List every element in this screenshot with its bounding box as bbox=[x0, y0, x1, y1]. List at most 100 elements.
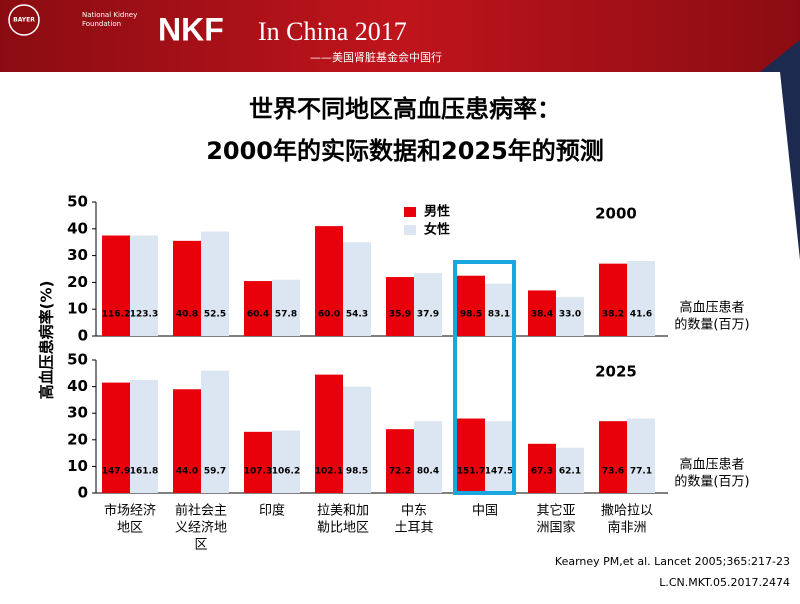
y-tick-label: 0 bbox=[78, 484, 88, 502]
brand: NKF bbox=[158, 11, 224, 47]
count-label: 73.6 bbox=[602, 467, 624, 477]
bar bbox=[272, 430, 300, 493]
bar bbox=[599, 421, 627, 493]
count-label: 106.2 bbox=[272, 467, 300, 477]
count-label: 151.7 bbox=[457, 467, 485, 477]
bar bbox=[315, 226, 343, 336]
x-tick-label: 南非洲 bbox=[607, 520, 646, 536]
y-tick-label: 0 bbox=[78, 327, 88, 345]
x-tick-label: 印度 bbox=[259, 503, 285, 519]
x-tick-label: 市场经济 bbox=[104, 503, 156, 519]
y-tick-label: 40 bbox=[67, 377, 88, 395]
count-note: 的数量(百万) bbox=[674, 474, 749, 490]
count-label: 52.5 bbox=[204, 310, 226, 320]
count-label: 123.3 bbox=[130, 310, 158, 320]
x-tick-label: 义经济地 bbox=[175, 521, 227, 536]
count-label: 83.1 bbox=[488, 310, 510, 320]
doc-code: L.CN.MKT.05.2017.2474 bbox=[659, 576, 790, 589]
count-label: 80.4 bbox=[417, 467, 439, 477]
count-label: 60.4 bbox=[247, 310, 269, 320]
count-label: 54.3 bbox=[346, 310, 368, 320]
count-label: 41.6 bbox=[630, 310, 652, 320]
bar bbox=[102, 382, 130, 493]
legend-label: 男性 bbox=[424, 204, 450, 220]
count-label: 33.0 bbox=[559, 310, 581, 320]
count-label: 77.1 bbox=[630, 467, 652, 477]
bar bbox=[315, 374, 343, 493]
banner-subtitle: ——美国肾脏基金会中国行 bbox=[310, 50, 442, 64]
count-label: 102.1 bbox=[315, 467, 343, 477]
y-axis-title: 高血压患病率(%) bbox=[38, 281, 56, 400]
bar bbox=[130, 379, 158, 493]
bar bbox=[343, 386, 371, 493]
bar bbox=[556, 297, 584, 336]
count-label: 107.3 bbox=[244, 467, 272, 477]
bar bbox=[102, 235, 130, 336]
x-tick-label: 勒比地区 bbox=[317, 521, 369, 536]
x-tick-label: 中国 bbox=[472, 504, 498, 519]
x-tick-label: 拉美和加 bbox=[317, 504, 369, 519]
y-tick-label: 50 bbox=[67, 193, 88, 211]
y-tick-label: 10 bbox=[67, 300, 88, 318]
highlight-box bbox=[453, 260, 516, 495]
x-tick-label: 其它亚 bbox=[536, 503, 575, 519]
bar bbox=[173, 389, 201, 493]
bar bbox=[272, 279, 300, 336]
bar bbox=[414, 273, 442, 336]
bar bbox=[528, 443, 556, 493]
count-label: 57.8 bbox=[275, 310, 297, 320]
count-label: 40.8 bbox=[176, 310, 198, 320]
event: In China 2017 bbox=[258, 17, 407, 46]
banner bbox=[0, 0, 800, 72]
bar bbox=[485, 283, 513, 336]
bar bbox=[201, 370, 229, 493]
bar bbox=[485, 421, 513, 493]
count-label: 116.2 bbox=[102, 310, 130, 320]
bar bbox=[173, 240, 201, 336]
count-label: 67.3 bbox=[531, 467, 553, 477]
x-tick-label: 地区 bbox=[117, 521, 143, 536]
logo-bayer: BAYER bbox=[13, 17, 35, 24]
title: 世界不同地区高血压患病率： bbox=[249, 95, 561, 123]
count-label: 98.5 bbox=[460, 310, 482, 320]
count-note: 的数量(百万) bbox=[674, 317, 749, 333]
x-tick-label: 区 bbox=[194, 538, 207, 553]
count-note: 高血压患者 bbox=[679, 300, 744, 316]
bar bbox=[130, 235, 158, 336]
y-tick-label: 40 bbox=[67, 219, 88, 237]
bar bbox=[244, 431, 272, 493]
count-label: 38.4 bbox=[531, 310, 553, 320]
x-tick-label: 土耳其 bbox=[394, 521, 433, 536]
bar bbox=[244, 281, 272, 336]
citation: Kearney PM,et al. Lancet 2005;365:217-23 bbox=[555, 555, 790, 568]
bar bbox=[457, 418, 485, 493]
logo-nkf: Foundation bbox=[82, 20, 121, 28]
bar bbox=[627, 260, 655, 336]
y-tick-label: 20 bbox=[67, 273, 88, 291]
title: 2000年的实际数据和2025年的预测 bbox=[206, 137, 604, 165]
bar bbox=[414, 421, 442, 493]
x-tick-label: 中东 bbox=[401, 504, 427, 519]
bar bbox=[599, 263, 627, 336]
x-tick-label: 撒哈拉以 bbox=[601, 503, 653, 519]
bar bbox=[627, 418, 655, 493]
y-tick-label: 50 bbox=[67, 351, 88, 369]
count-label: 147.5 bbox=[485, 467, 513, 477]
bar bbox=[386, 277, 414, 336]
bar bbox=[201, 231, 229, 336]
y-tick-label: 30 bbox=[67, 404, 88, 422]
count-label: 161.8 bbox=[130, 467, 158, 477]
bar bbox=[528, 290, 556, 336]
count-label: 60.0 bbox=[318, 310, 340, 320]
count-label: 38.2 bbox=[602, 310, 624, 320]
x-tick-label: 洲国家 bbox=[536, 520, 575, 536]
count-label: 37.9 bbox=[417, 310, 439, 320]
bar bbox=[556, 447, 584, 493]
count-label: 59.7 bbox=[204, 467, 226, 477]
panel-label: 2025 bbox=[595, 363, 637, 381]
legend-label: 女性 bbox=[424, 222, 450, 238]
count-label: 147.9 bbox=[102, 467, 130, 477]
count-label: 98.5 bbox=[346, 467, 368, 477]
